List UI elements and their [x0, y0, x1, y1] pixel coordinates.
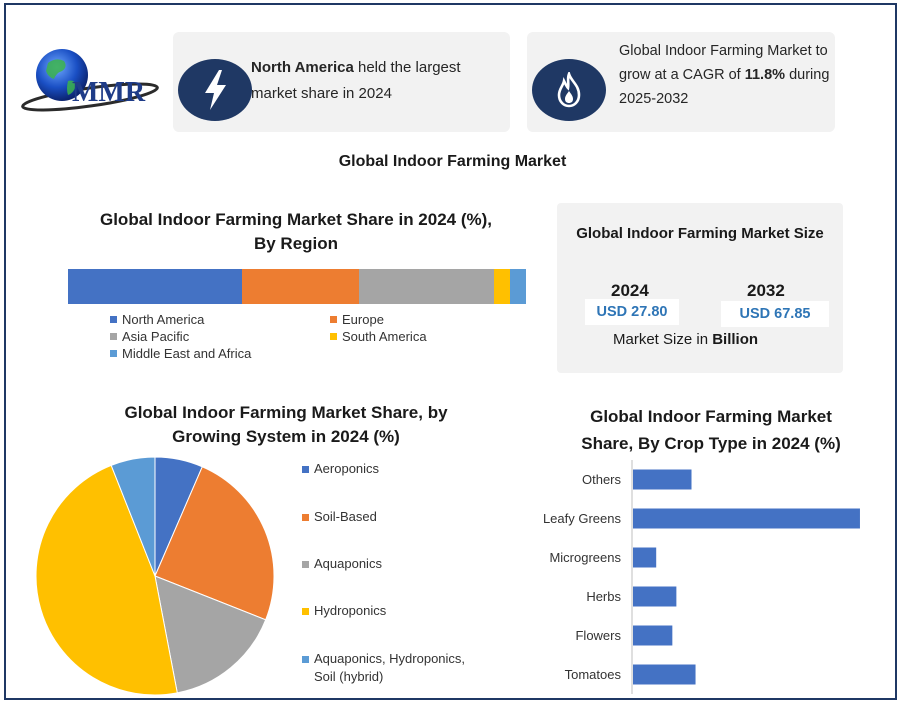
pie-slice-aquaponics	[154, 575, 267, 694]
region-segment-asia-pacific	[358, 269, 494, 304]
category-label-leafy-greens: Leafy Greens	[543, 511, 622, 526]
category-label-others: Others	[582, 472, 622, 487]
bar-tomatoes	[633, 664, 696, 685]
globe-icon	[21, 49, 159, 112]
pie-legend-item-aquaponics-hydroponics-soil-hybrid: Aquaponics, Hydroponics, Soil (hybrid)	[302, 650, 482, 686]
legend-swatch	[110, 333, 117, 340]
legend-swatch	[110, 316, 117, 323]
legend-label: Soil-Based	[314, 509, 377, 524]
legend-swatch	[330, 316, 337, 323]
lightning-icon	[178, 59, 252, 121]
region-segment-europe	[242, 269, 359, 304]
region-legend-item-europe: Europe	[330, 312, 384, 327]
category-label-herbs: Herbs	[586, 589, 621, 604]
region-stacked-bar	[68, 269, 526, 304]
region-legend-item-middle-east-and-africa: Middle East and Africa	[110, 346, 251, 361]
market-size-note: Market Size in Billion	[613, 331, 759, 348]
bar-flowers	[633, 625, 673, 646]
value-2024: USD 27.80	[585, 299, 679, 325]
growing-system-chart-title: Global Indoor Farming Market Share, by G…	[124, 403, 448, 446]
market-size-card: Global Indoor Farming Market Size 2024 U…	[557, 203, 843, 373]
legend-label: Aquaponics, Hydroponics, Soil (hybrid)	[314, 651, 466, 684]
legend-label: Middle East and Africa	[122, 346, 252, 361]
pie-legend-item-aeroponics: Aeroponics	[302, 460, 482, 478]
category-label-microgreens: Microgreens	[549, 550, 621, 565]
crop-type-bar-chart: Others Leafy Greens Microgreens Herbs Flower…	[543, 460, 860, 694]
legend-swatch	[302, 608, 309, 615]
growing-system-pie-chart	[35, 456, 275, 696]
region-segment-north-america	[68, 269, 243, 304]
pie-legend-item-hydroponics: Hydroponics	[302, 602, 482, 620]
pie-slice-hydroponics	[35, 464, 178, 696]
value-2032: USD 67.85	[721, 301, 829, 327]
legend-label: Aeroponics	[314, 461, 380, 476]
legend-label: South America	[342, 329, 427, 344]
north-america-text: North America held the largest market sh…	[251, 59, 461, 102]
bar-herbs	[633, 586, 677, 607]
bar-others	[633, 469, 692, 490]
legend-swatch	[302, 656, 309, 663]
pie-slice-soil-based	[154, 466, 275, 621]
brand-logo: MMR	[20, 45, 160, 117]
legend-swatch	[302, 466, 309, 473]
bar-leafy-greens	[633, 508, 860, 529]
flame-icon	[532, 59, 606, 121]
brand-name: MMR	[72, 77, 146, 108]
region-chart-title: Global Indoor Farming Market Share in 20…	[99, 210, 493, 253]
page-title: Global Indoor Farming Market	[338, 153, 567, 170]
legend-swatch	[110, 350, 117, 357]
region-segment-middle-east-and-africa	[509, 269, 526, 304]
crop-type-chart-title: Global Indoor Farming Market Share, By C…	[581, 407, 841, 453]
bar-microgreens	[633, 547, 657, 568]
north-america-card: North America held the largest market sh…	[173, 32, 510, 132]
region-legend-item-south-america: South America	[330, 329, 427, 344]
pie-slice-aquaponics-hydroponics-soil-hybrid	[110, 456, 156, 577]
cagr-card: Global Indoor Farming Market to grow at …	[527, 32, 835, 132]
legend-swatch	[330, 333, 337, 340]
infographic-frame: MMR North America held the largest marke…	[4, 3, 897, 700]
region-legend-item-north-america: North America	[110, 312, 204, 327]
pie-legend-item-aquaponics: Aquaponics	[302, 555, 482, 573]
region-segment-south-america	[493, 269, 510, 304]
legend-label: Aquaponics	[314, 556, 382, 571]
legend-label: Europe	[342, 312, 384, 327]
year-2032-label: 2032	[747, 281, 785, 300]
cagr-text: Global Indoor Farming Market to grow at …	[619, 43, 830, 107]
region-legend-item-asia-pacific: Asia Pacific	[110, 329, 189, 344]
legend-swatch	[302, 514, 309, 521]
pie-legend-item-soil-based: Soil-Based	[302, 508, 482, 526]
category-label-flowers: Flowers	[575, 628, 621, 643]
legend-swatch	[302, 561, 309, 568]
year-2024-label: 2024	[611, 281, 649, 300]
market-size-title: Global Indoor Farming Market Size	[576, 225, 824, 242]
category-label-tomatoes: Tomatoes	[565, 667, 622, 682]
legend-label: Asia Pacific	[122, 329, 190, 344]
legend-label: Hydroponics	[314, 603, 387, 618]
legend-label: North America	[122, 312, 205, 327]
